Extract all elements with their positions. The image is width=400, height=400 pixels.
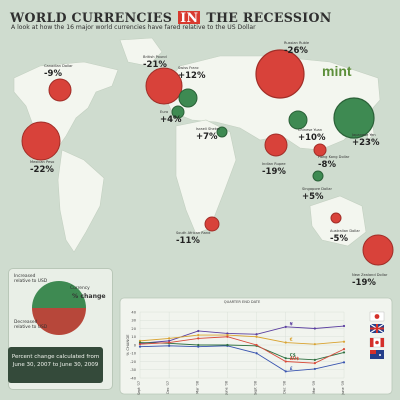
- new-zealand-dollar-coin: [362, 234, 394, 266]
- map-label-pct: +10%: [298, 133, 326, 143]
- swiss-franc-coin: [178, 88, 198, 108]
- map-label-name: British Pound: [143, 55, 167, 59]
- legend-increased: Increased relative to USD: [14, 274, 48, 284]
- title-part-3: THE RECESSION: [206, 10, 332, 25]
- euro-coin: [171, 105, 185, 119]
- map-label-name: Australian Dollar: [330, 229, 360, 233]
- map-label-name: Chinese Yuan: [298, 128, 322, 132]
- legend-note: Percent change calculated from June 30, …: [8, 347, 103, 383]
- map-label-pct: -26%: [284, 46, 308, 56]
- mexican-peso-coin: [21, 121, 61, 161]
- map-label-name: Hong Kong Dollar: [318, 155, 350, 159]
- map-label-pct: +23%: [352, 138, 380, 148]
- hong-kong-dollar-coin: [313, 143, 327, 157]
- map-label-name: Japanese Yen: [351, 133, 376, 137]
- africa-shape: [175, 119, 237, 235]
- map-label-pct: -19%: [262, 167, 286, 177]
- canadian-dollar-coin: [48, 78, 72, 102]
- mint-logo: mint: [322, 63, 352, 79]
- map-label-name: Canadian Dollar: [44, 64, 73, 68]
- legend-coin: [32, 281, 86, 335]
- legend-pct-change: % change: [72, 293, 106, 300]
- greenland-shape: [119, 37, 163, 67]
- title-part-2: IN: [178, 10, 201, 25]
- map-label-pct: -5%: [330, 234, 348, 244]
- map-label-pct: +4%: [160, 115, 182, 125]
- map-label-name: Singapore Dollar: [302, 187, 332, 191]
- map-label-name: Swiss Franc: [178, 66, 199, 70]
- singapore-dollar-coin: [312, 170, 324, 182]
- map-label-pct: -21%: [143, 60, 167, 70]
- map-label-name: Euro: [160, 110, 168, 114]
- title-part-1: WORLD CURRENCIES: [10, 10, 173, 25]
- map-label-pct: +7%: [196, 132, 218, 142]
- map-label-pct: -19%: [352, 278, 376, 288]
- map-label-pct: -22%: [30, 165, 54, 175]
- map-label-name: Indian Rupee: [262, 162, 286, 166]
- chinese-yuan-coin: [288, 110, 308, 130]
- russian-ruble-coin: [255, 49, 305, 99]
- map-label-name: Russian Ruble: [284, 41, 310, 45]
- map-label-name: Mexican Peso: [30, 160, 54, 164]
- legend-currency: Currency: [70, 286, 90, 291]
- map-label-pct: -11%: [176, 236, 200, 246]
- map-label-pct: +12%: [178, 71, 206, 81]
- british-pound-coin: [145, 67, 183, 105]
- map-label-name: South African Rand: [176, 231, 210, 235]
- australian-dollar-coin: [330, 212, 342, 224]
- map-label-pct: +5%: [302, 192, 324, 202]
- map-label-pct: -8%: [318, 160, 336, 170]
- israeli-shekel-coin: [216, 126, 228, 138]
- indian-rupee-coin: [264, 133, 288, 157]
- europe-asia-shape: [161, 55, 381, 151]
- page-title: WORLD CURRENCIES IN THE RECESSION: [10, 7, 390, 25]
- south-african-rand-coin: [204, 216, 220, 232]
- page-subtitle: A look at how the 16 major world currenc…: [11, 24, 256, 31]
- legend-decreased: Decreased relative to USD: [14, 320, 48, 330]
- map-label-pct: -9%: [44, 69, 62, 79]
- legend-note-text: Percent change calculated from June 30, …: [11, 354, 100, 368]
- map-label-name: New Zealand Dollar: [352, 273, 388, 277]
- japanese-yen-coin: [333, 97, 375, 139]
- south-america-shape: [57, 149, 105, 253]
- map-label-name: Israeli Shekel: [196, 127, 220, 131]
